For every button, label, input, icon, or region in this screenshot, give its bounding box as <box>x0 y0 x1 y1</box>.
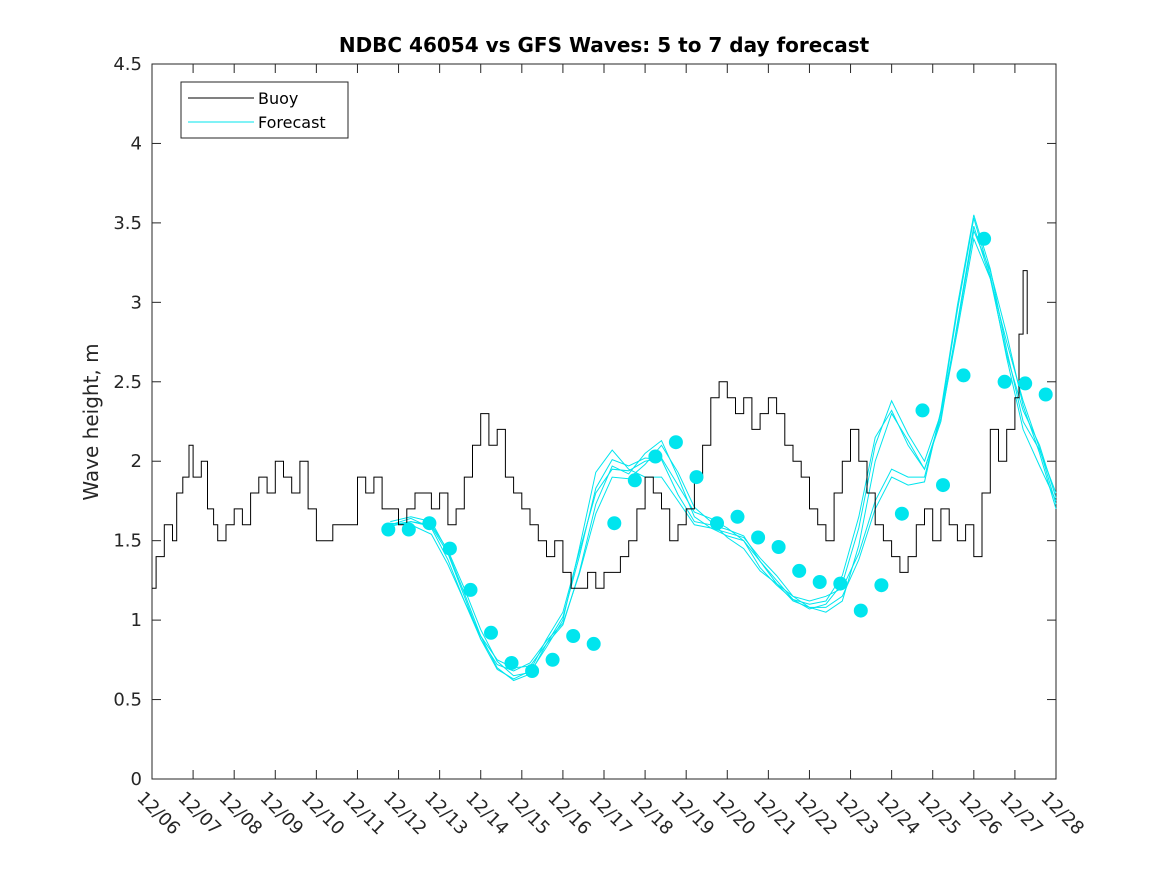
forecast-marker <box>792 563 807 578</box>
forecast-marker <box>771 540 786 554</box>
forecast-marker <box>381 522 396 537</box>
forecast-marker <box>627 473 642 488</box>
legend-buoy-label: Buoy <box>258 89 298 108</box>
y-tick-label: 0.5 <box>113 690 142 711</box>
y-tick-label: 1 <box>131 610 142 631</box>
forecast-marker <box>936 478 950 493</box>
forecast-marker <box>730 509 745 524</box>
y-tick-label: 4.5 <box>113 54 142 75</box>
forecast-marker <box>751 530 766 545</box>
forecast-line <box>390 237 1057 680</box>
forecast-marker <box>710 516 724 531</box>
legend: Buoy Forecast <box>180 81 349 139</box>
forecast-marker <box>525 664 540 678</box>
chart-title: NDBC 46054 vs GFS Waves: 5 to 7 day fore… <box>339 33 870 57</box>
y-tick-label: 3.5 <box>113 213 142 234</box>
forecast-marker <box>668 435 683 450</box>
buoy-line <box>152 270 1028 589</box>
forecast-marker <box>874 578 889 593</box>
forecast-marker <box>689 470 704 485</box>
forecast-marker <box>977 231 992 246</box>
buoy-series <box>152 270 1028 589</box>
forecast-marker <box>566 629 581 643</box>
y-tick-label: 2 <box>131 451 142 472</box>
forecast-marker <box>997 374 1012 389</box>
forecast-marker <box>422 516 437 531</box>
forecast-line <box>390 214 1057 677</box>
y-tick-label: 4 <box>131 133 142 154</box>
plot-area <box>152 64 1056 779</box>
legend-box <box>180 81 349 139</box>
forecast-marker <box>853 603 868 618</box>
forecast-marker <box>504 656 519 670</box>
forecast-marker <box>463 582 478 597</box>
y-tick-label: 1.5 <box>113 531 142 552</box>
y-axis-ticks: 0 0.5 1 1.5 2 2.5 3 3.5 4 4.5 <box>113 54 1056 790</box>
forecast-marker <box>586 636 601 651</box>
legend-forecast-label: Forecast <box>258 113 326 132</box>
y-tick-label: 0 <box>131 769 142 790</box>
forecast-marker <box>1018 376 1033 391</box>
forecast-marker <box>607 516 622 531</box>
y-tick-label: 2.5 <box>113 372 142 393</box>
forecast-marker <box>894 506 909 521</box>
forecast-marker <box>833 576 848 591</box>
forecast-marker <box>1038 387 1053 402</box>
forecast-marker <box>956 368 971 383</box>
y-tick-label: 3 <box>131 292 142 313</box>
forecast-markers <box>381 231 1053 678</box>
forecast-marker <box>401 522 416 537</box>
forecast-marker <box>484 625 498 640</box>
forecast-marker <box>442 541 457 556</box>
forecast-marker <box>545 652 560 667</box>
forecast-marker <box>915 403 930 418</box>
forecast-marker <box>648 449 663 464</box>
forecast-marker <box>812 575 827 589</box>
y-axis-label: Wave height, m <box>79 343 103 500</box>
